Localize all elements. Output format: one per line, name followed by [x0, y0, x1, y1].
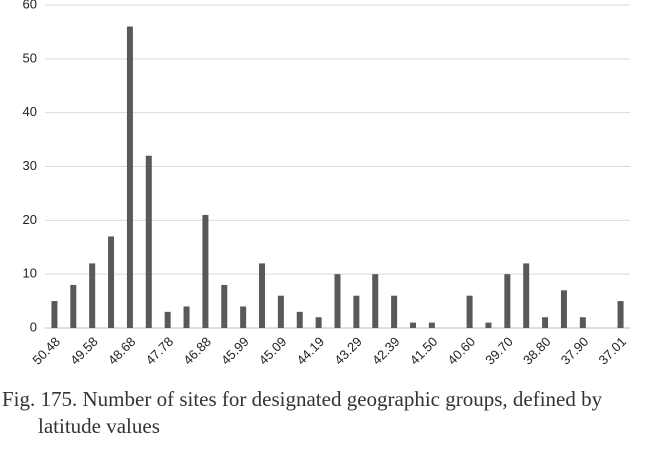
x-tick-label: 40.60	[445, 334, 479, 368]
chart-title: Fig. 175. Number of sites for designated…	[2, 387, 603, 438]
x-tick-label: 38.80	[520, 334, 554, 368]
x-tick-label: 49.58	[67, 334, 101, 368]
y-tick-label: 50	[23, 50, 37, 65]
bar	[542, 317, 549, 328]
bar	[126, 26, 133, 329]
y-tick-label: 10	[23, 266, 37, 281]
bar	[560, 290, 567, 328]
x-tick-label: 48.68	[105, 334, 139, 368]
x-tick-label: 45.99	[218, 334, 252, 368]
bar	[108, 236, 115, 328]
bar	[504, 274, 511, 328]
x-tick-label: 50.48	[29, 334, 63, 368]
x-tick-label: 39.70	[482, 334, 516, 368]
y-tick-label: 20	[23, 212, 37, 227]
x-tick-label: 37.90	[558, 334, 592, 368]
bar	[221, 284, 228, 328]
bar	[315, 317, 322, 328]
bar	[617, 301, 624, 328]
bar	[164, 311, 171, 328]
bar	[70, 284, 77, 328]
bar	[202, 214, 209, 328]
bar	[353, 295, 360, 328]
bar	[428, 322, 435, 328]
x-tick-label: 44.19	[294, 334, 328, 368]
y-tick-label: 0	[30, 319, 37, 334]
bar	[523, 263, 530, 328]
x-tick-label: 42.39	[369, 334, 403, 368]
bar	[277, 295, 284, 328]
bar	[334, 274, 341, 328]
x-tick-label: 45.09	[256, 334, 290, 368]
x-tick-label: 47.78	[143, 334, 177, 368]
bar	[51, 301, 58, 328]
x-tick-label: 37.01	[595, 334, 629, 368]
y-tick-label: 40	[23, 104, 37, 119]
bar	[466, 295, 473, 328]
bar	[579, 317, 586, 328]
bar	[240, 306, 247, 328]
x-tick-label: 41.50	[407, 334, 441, 368]
bar	[372, 274, 379, 328]
bar	[391, 295, 398, 328]
bar	[89, 263, 96, 328]
bar	[409, 322, 416, 328]
bar	[145, 155, 152, 328]
y-tick-label: 30	[23, 158, 37, 173]
x-tick-label: 43.29	[331, 334, 365, 368]
bar	[485, 322, 492, 328]
bar	[183, 306, 190, 328]
bar	[259, 263, 266, 328]
y-tick-label: 60	[23, 0, 37, 11]
bar	[296, 311, 303, 328]
x-tick-label: 46.88	[180, 334, 214, 368]
